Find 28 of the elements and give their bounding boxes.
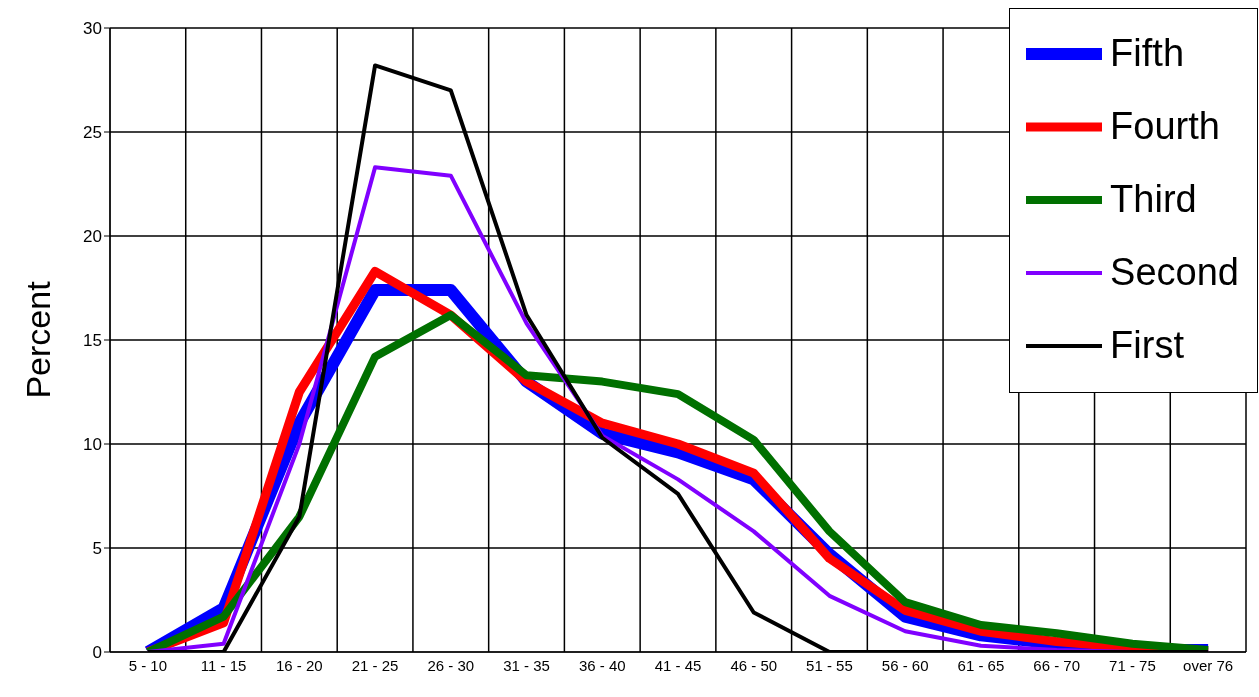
x-tick-label: 71 - 75 (1109, 656, 1156, 674)
x-tick-label: 11 - 15 (200, 656, 247, 674)
legend-label: Third (1110, 178, 1197, 221)
x-tick-label: 16 - 20 (275, 656, 323, 674)
y-tick-label: 10 (83, 435, 102, 455)
x-tick-label: 51 - 55 (806, 656, 853, 674)
y-tick-label: 20 (83, 227, 102, 247)
x-tick-label: 26 - 30 (427, 656, 475, 674)
legend-label: Fourth (1110, 105, 1220, 148)
x-tick-label: 46 - 50 (730, 656, 778, 674)
x-tick-label: 31 - 35 (503, 656, 550, 674)
x-tick-label: 21 - 25 (351, 656, 399, 674)
y-tick-label: 0 (92, 643, 102, 663)
x-tick-label: over 76 (1183, 656, 1234, 674)
x-tick-label: 61 - 65 (957, 656, 1005, 674)
x-tick-label: 66 - 70 (1033, 656, 1081, 674)
y-tick-label: 30 (83, 19, 102, 39)
y-tick-label: 25 (83, 123, 102, 143)
legend-label: Second (1110, 251, 1239, 294)
y-axis-title: Percent (19, 280, 58, 399)
y-tick-label: 15 (83, 331, 102, 351)
x-tick-label: 41 - 45 (654, 656, 702, 674)
legend-label: Fifth (1110, 32, 1185, 75)
x-tick-label: 56 - 60 (881, 656, 929, 674)
legend-label: First (1110, 324, 1184, 367)
x-tick-label: 36 - 40 (578, 656, 626, 674)
y-tick-label: 5 (92, 539, 102, 559)
x-tick-label: 5 - 10 (128, 656, 168, 674)
